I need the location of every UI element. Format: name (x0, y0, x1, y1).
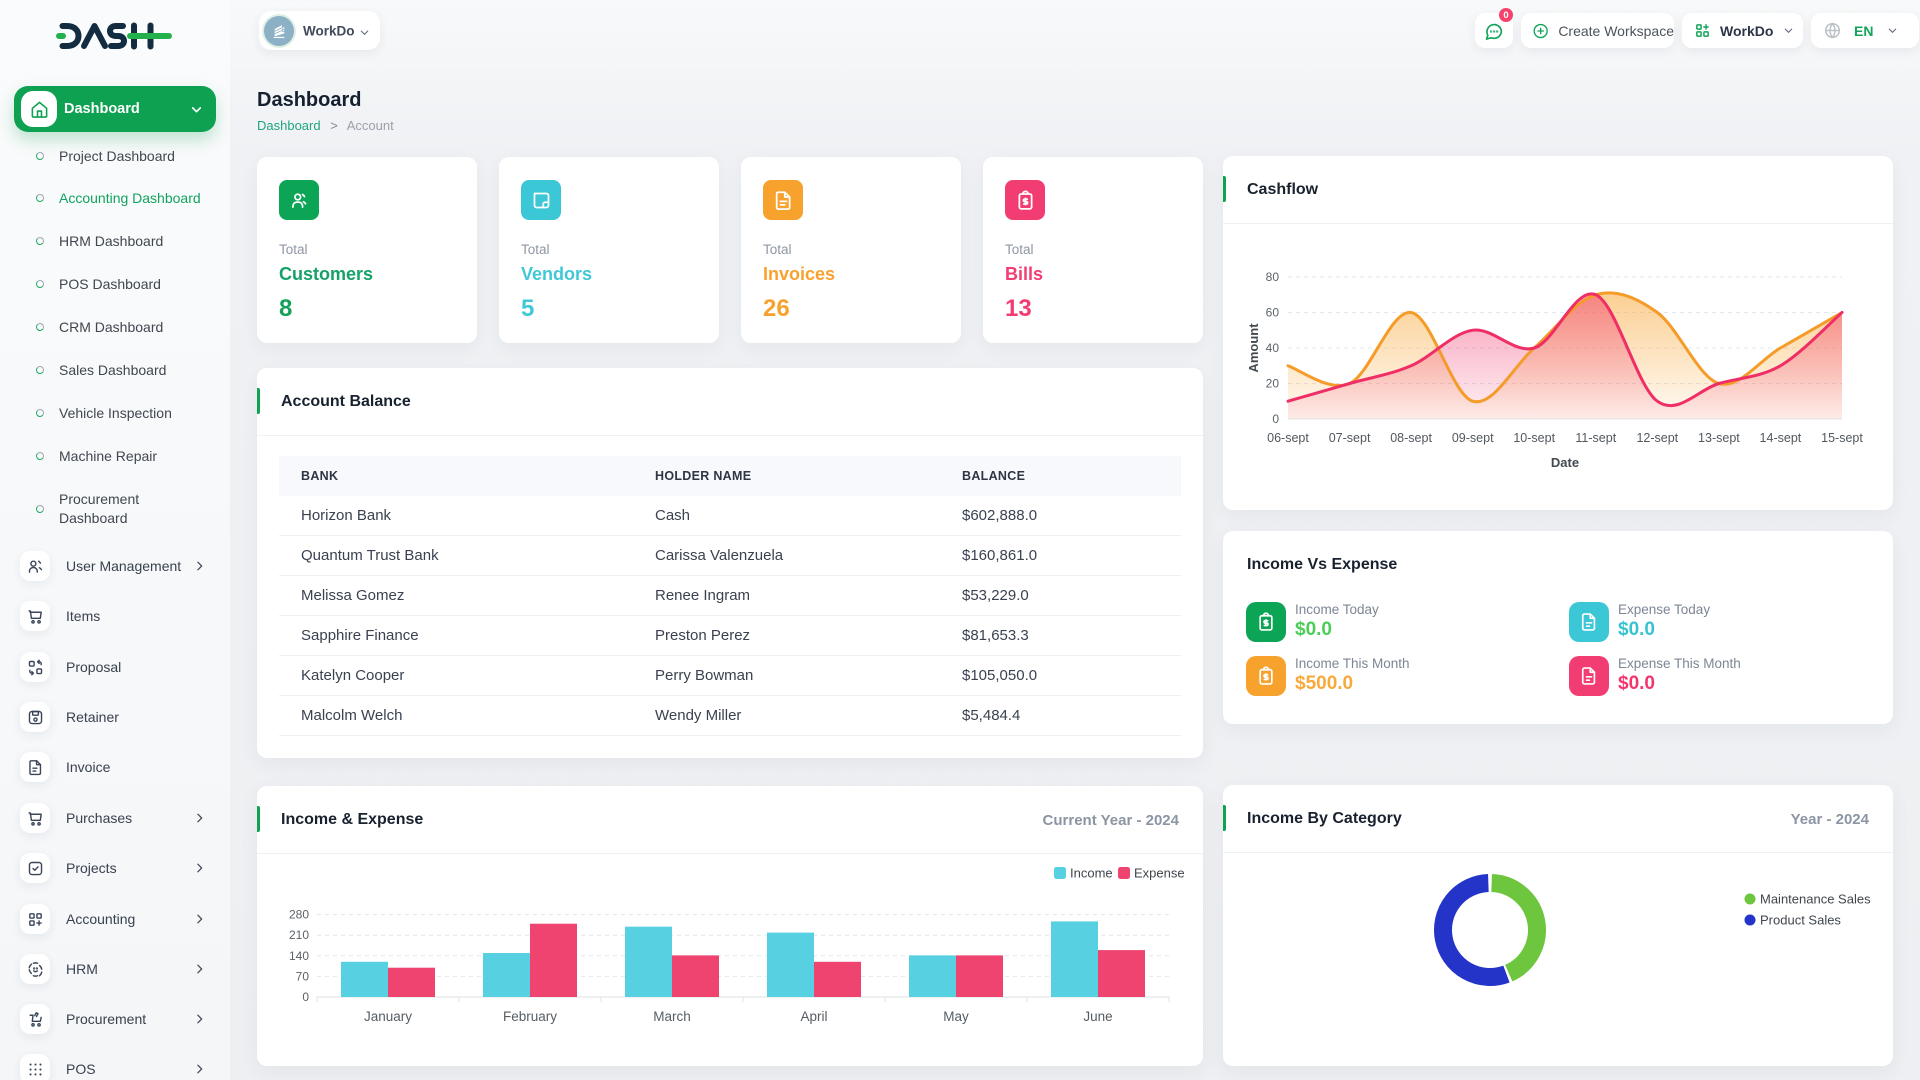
svg-text:February: February (503, 1009, 557, 1024)
svg-text:Maintenance Sales: Maintenance Sales (1760, 892, 1871, 907)
svg-text:14-sept: 14-sept (1760, 431, 1802, 445)
svg-text:60: 60 (1266, 306, 1280, 320)
svg-text:0: 0 (302, 990, 309, 1004)
svg-text:20: 20 (1266, 377, 1280, 391)
svg-text:280: 280 (289, 908, 309, 922)
svg-text:January: January (364, 1009, 412, 1024)
svg-text:40: 40 (1266, 341, 1280, 355)
svg-text:11-sept: 11-sept (1575, 431, 1616, 445)
svg-text:80: 80 (1266, 270, 1280, 284)
svg-text:May: May (943, 1009, 969, 1024)
svg-text:08-sept: 08-sept (1390, 431, 1432, 445)
svg-text:Income: Income (1070, 866, 1113, 881)
svg-text:March: March (653, 1009, 691, 1024)
svg-text:Product Sales: Product Sales (1760, 913, 1841, 928)
svg-text:70: 70 (296, 969, 310, 983)
svg-text:Date: Date (1551, 455, 1579, 470)
svg-text:Expense: Expense (1134, 866, 1185, 881)
svg-text:June: June (1083, 1009, 1112, 1024)
svg-text:09-sept: 09-sept (1452, 431, 1494, 445)
svg-text:210: 210 (289, 928, 309, 942)
svg-text:Amount: Amount (1246, 323, 1261, 373)
svg-text:10-sept: 10-sept (1513, 431, 1555, 445)
svg-text:April: April (800, 1009, 827, 1024)
svg-text:15-sept: 15-sept (1821, 431, 1863, 445)
svg-text:06-sept: 06-sept (1267, 431, 1309, 445)
svg-text:140: 140 (289, 949, 309, 963)
svg-text:0: 0 (1272, 412, 1279, 426)
svg-text:12-sept: 12-sept (1636, 431, 1678, 445)
svg-text:13-sept: 13-sept (1698, 431, 1740, 445)
svg-text:07-sept: 07-sept (1329, 431, 1371, 445)
